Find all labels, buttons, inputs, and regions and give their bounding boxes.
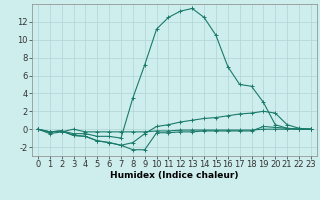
X-axis label: Humidex (Indice chaleur): Humidex (Indice chaleur) — [110, 171, 239, 180]
